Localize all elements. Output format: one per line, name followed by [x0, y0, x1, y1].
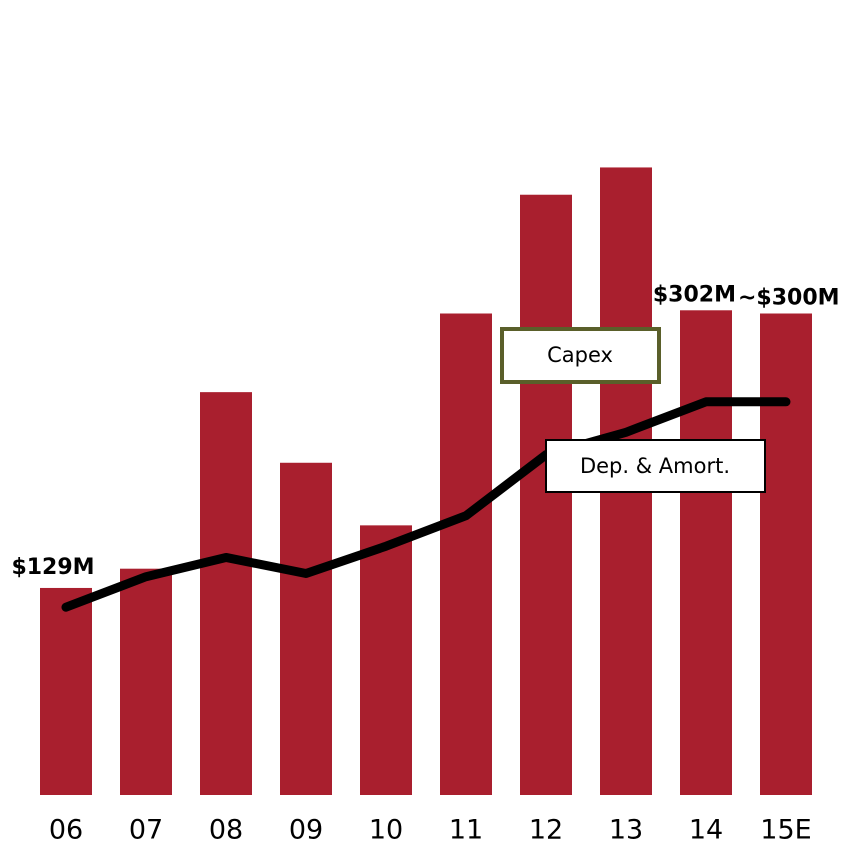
x-tick-label: 08	[209, 815, 243, 846]
bar	[40, 587, 92, 795]
bar	[280, 462, 332, 795]
legend-label: Capex	[547, 343, 613, 367]
bar	[520, 194, 572, 796]
x-tick-label: 10	[369, 815, 403, 846]
x-tick-label: 07	[129, 815, 163, 846]
x-tick-label: 13	[609, 815, 643, 846]
legend-label: Dep. & Amort.	[580, 454, 730, 478]
legend-box	[545, 439, 766, 493]
x-tick-label: 12	[529, 815, 563, 846]
x-tick-label: 11	[449, 815, 483, 846]
x-tick-label: 14	[689, 815, 723, 846]
bar	[360, 525, 412, 795]
value-label: $302M	[653, 282, 736, 307]
x-tick-label: 15E	[760, 815, 811, 846]
bar	[440, 313, 492, 795]
value-label: $129M	[11, 555, 94, 580]
bar	[760, 313, 812, 795]
bar	[680, 310, 732, 795]
value-label: ~$300M	[738, 286, 840, 311]
legend-box	[500, 327, 661, 384]
bar	[200, 392, 252, 795]
line	[61, 397, 791, 612]
bar	[120, 568, 172, 795]
x-tick-label: 06	[49, 815, 83, 846]
x-tick-label: 09	[289, 815, 323, 846]
